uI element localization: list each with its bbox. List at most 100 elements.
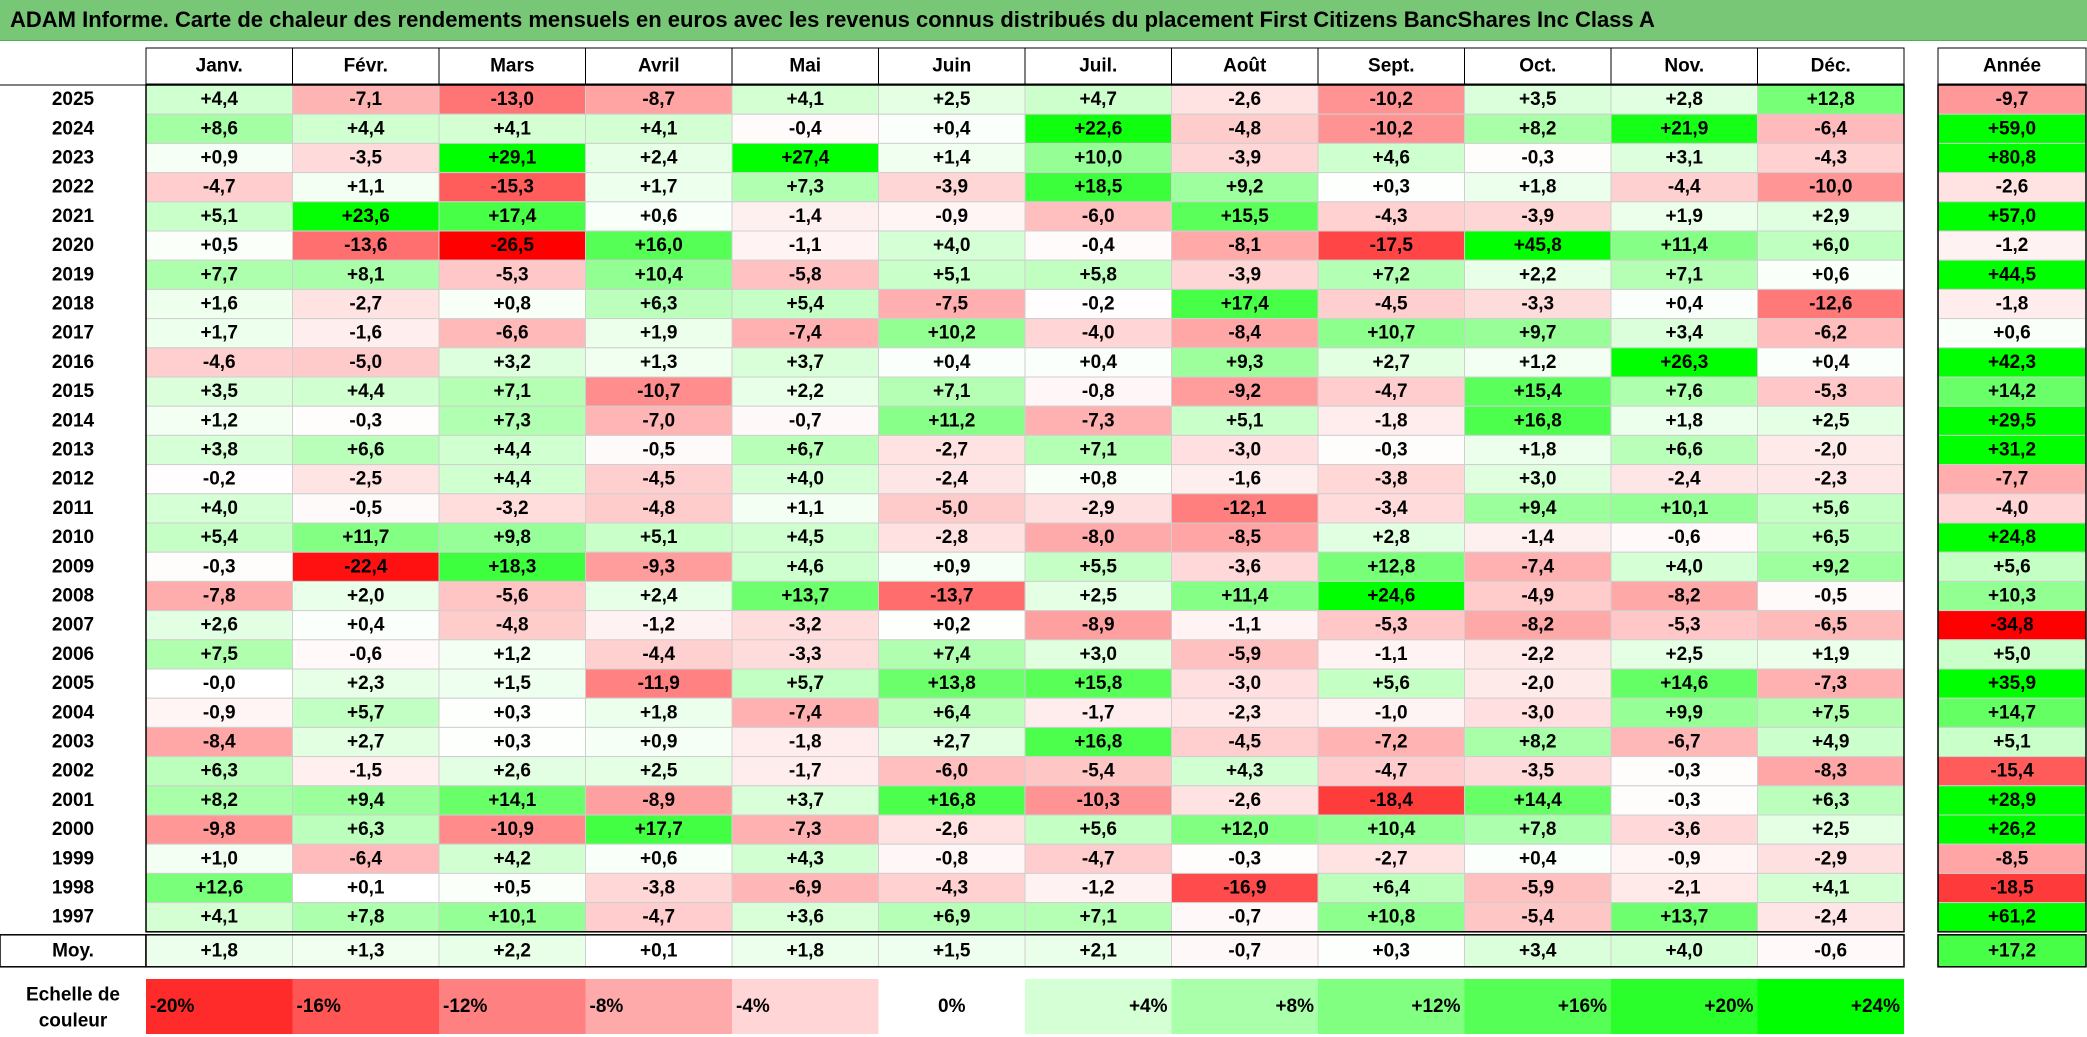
heatmap-cell-value: +0,9	[640, 732, 678, 753]
heatmap-cell	[1171, 668, 1319, 699]
heatmap-cell	[1757, 172, 1905, 203]
year-label: 2008	[52, 586, 94, 607]
heatmap-cell	[1024, 843, 1172, 874]
heatmap-cell	[438, 434, 586, 466]
heatmap-cell	[1757, 405, 1905, 436]
heatmap-cell-value: -0,7	[789, 410, 822, 431]
heatmap-cell-value: +4,1	[640, 118, 678, 139]
heatmap-cell	[1757, 726, 1905, 758]
annual-cell-value: +14,2	[1988, 381, 2036, 402]
heatmap-cell-value: -5,4	[1082, 761, 1115, 782]
heatmap-cell	[1610, 580, 1758, 612]
heatmap-cell	[1024, 84, 1172, 115]
heatmap-cell	[1464, 872, 1612, 904]
heatmap-cell	[1024, 434, 1172, 466]
heatmap-cell	[585, 376, 733, 407]
heatmap-cell	[438, 201, 586, 232]
heatmap-cell	[145, 318, 293, 349]
heatmap-cell-value: +21,9	[1660, 118, 1708, 139]
heatmap-cell-value: +7,1	[1079, 907, 1117, 928]
heatmap-cell-value: +7,1	[493, 381, 531, 402]
title-bar: ADAM Informe. Carte de chaleur des rende…	[0, 0, 2087, 41]
heatmap-cell-value: -1,7	[1082, 702, 1115, 723]
heatmap-cell-value: +6,9	[933, 907, 971, 928]
heatmap-cell-value: -6,7	[1668, 732, 1701, 753]
heatmap-cell	[1024, 464, 1172, 495]
heatmap-cell-value: +7,6	[1665, 381, 1703, 402]
heatmap-cell	[878, 756, 1026, 787]
heatmap-cell-value: +0,9	[200, 148, 238, 169]
heatmap-cell-value: +7,1	[1079, 440, 1117, 461]
heatmap-cell-value: +10,7	[1367, 323, 1415, 344]
heatmap-row: 2010 +5,4 +11,7 +9,8 +5,1 +4,5 -2,8 -8,0 -8,5 +2,…	[52, 522, 2087, 553]
heatmap-cell	[145, 522, 293, 553]
heatmap-cell-value: -3,2	[496, 498, 529, 519]
heatmap-cell-value: +1,9	[640, 323, 678, 344]
heatmap-row: 2007 +2,6 +0,4 -4,8 -1,2 -3,2 +0,2 -8,9 -1,1 -5,3…	[52, 610, 2087, 641]
heatmap-cell-value: -4,7	[1375, 761, 1408, 782]
heatmap-cell-value: +2,7	[1372, 352, 1410, 373]
heatmap-cell-value: -2,3	[1228, 702, 1261, 723]
heatmap-cell-value: -6,4	[349, 848, 382, 869]
heatmap-cell-value: +2,5	[640, 761, 678, 782]
heatmap-cell-value: -2,1	[1668, 878, 1701, 899]
heatmap-cell-value: +7,8	[1519, 819, 1557, 840]
heatmap-cell-value: -3,8	[642, 878, 675, 899]
heatmap-rows: 2025 +4,4 -7,1 -13,0 -8,7 +4,1 +2,5 +4,7 -2,6 -10…	[52, 84, 2087, 933]
heatmap-cell	[438, 84, 586, 115]
average-cell	[878, 934, 1026, 968]
heatmap-cell-value: -0,3	[1521, 148, 1554, 169]
heatmap-cell-value: -7,3	[1082, 410, 1115, 431]
heatmap-cell-value: +12,8	[1367, 556, 1415, 577]
heatmap-cell-value: +8,6	[200, 118, 238, 139]
heatmap-cell	[1757, 610, 1905, 641]
heatmap-cell-value: +9,4	[1519, 498, 1557, 519]
heatmap-cell-value: -4,6	[203, 352, 236, 373]
heatmap-cell-value: +5,4	[200, 527, 238, 548]
heatmap-cell-value: +6,6	[347, 440, 385, 461]
heatmap-cell-value: +2,6	[493, 761, 531, 782]
annual-cell	[1937, 580, 2087, 612]
heatmap-cell-value: +12,6	[195, 878, 243, 899]
heatmap-cell-value: +6,3	[640, 294, 678, 315]
annual-cell-value: -34,8	[1990, 615, 2033, 636]
heatmap-cell-value: +5,1	[640, 527, 678, 548]
heatmap-cell-value: +26,3	[1660, 352, 1708, 373]
year-label: 2016	[52, 352, 94, 373]
heatmap-cell-value: +10,1	[1660, 498, 1709, 519]
heatmap-row: 2015 +3,5 +4,4 +7,1 -10,7 +2,2 +7,1 -0,8 -9,2 -4,…	[52, 376, 2087, 407]
heatmap-cell-value: +4,9	[1812, 732, 1850, 753]
heatmap-cell-value: +5,8	[1079, 264, 1117, 285]
heatmap-cell-value: +4,4	[493, 440, 531, 461]
heatmap-cell	[1317, 872, 1465, 904]
heatmap-cell	[145, 726, 293, 758]
heatmap-cell	[1171, 726, 1319, 758]
heatmap-cell-value: -3,6	[1668, 819, 1701, 840]
year-label: 2012	[52, 469, 94, 490]
heatmap-cell-value: -8,3	[1814, 761, 1847, 782]
heatmap-cell-value: +3,0	[1079, 644, 1117, 665]
month-header-cell	[1317, 47, 1465, 85]
heatmap-cell	[145, 230, 293, 261]
heatmap-cell	[1464, 142, 1612, 174]
heatmap-cell-value: +0,5	[200, 235, 238, 256]
heatmap-cell	[731, 756, 879, 787]
heatmap-cell	[1317, 580, 1465, 612]
heatmap-cell-value: +4,4	[493, 469, 531, 490]
heatmap-cell	[1757, 201, 1905, 232]
heatmap-cell	[292, 697, 440, 728]
heatmap-cell	[878, 259, 1026, 290]
heatmap-cell-value: +6,0	[1812, 235, 1850, 256]
year-label: 2019	[52, 264, 94, 285]
average-annual-value: +17,2	[1988, 940, 2036, 961]
heatmap-cell	[1757, 464, 1905, 495]
heatmap-row: 2022 -4,7 +1,1 -15,3 +1,7 +7,3 -3,9 +18,5 +9,2 +0…	[52, 172, 2087, 203]
heatmap-cell-value: +1,7	[640, 177, 678, 198]
heatmap-cell	[1024, 902, 1172, 933]
heatmap-cell	[878, 172, 1026, 203]
average-row-border	[145, 934, 1905, 968]
heatmap-cell-value: +4,3	[786, 848, 824, 869]
heatmap-cell-value: +0,3	[493, 732, 531, 753]
heatmap-cell	[438, 872, 586, 904]
heatmap-cell-value: -0,5	[1814, 586, 1847, 607]
